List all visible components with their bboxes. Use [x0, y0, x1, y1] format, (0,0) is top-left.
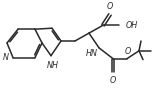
Text: OH: OH	[126, 21, 138, 30]
Text: O: O	[107, 2, 113, 11]
Text: O: O	[110, 76, 116, 85]
Text: HN: HN	[86, 49, 98, 58]
Text: NH: NH	[47, 61, 59, 70]
Text: O: O	[125, 47, 131, 56]
Text: N: N	[3, 53, 9, 62]
